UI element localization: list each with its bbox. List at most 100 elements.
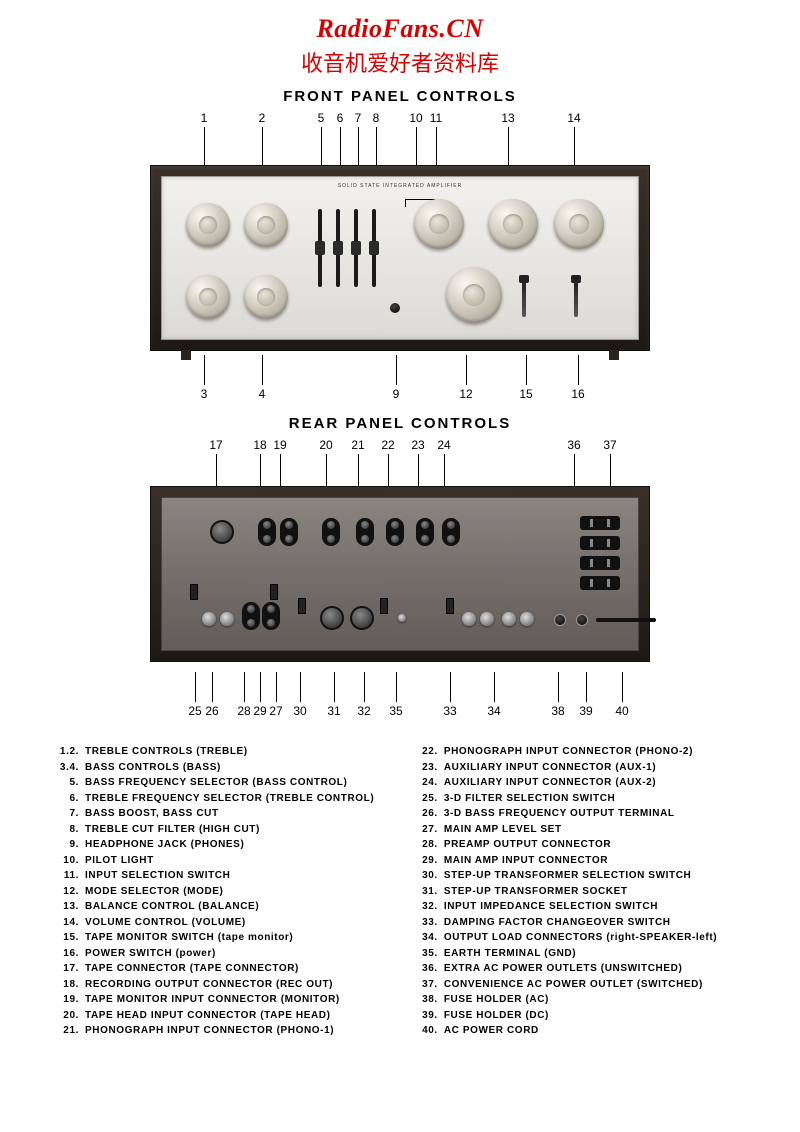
legend-row: 18.RECORDING OUTPUT CONNECTOR (REC OUT)	[55, 977, 386, 993]
leader-line	[526, 355, 527, 385]
legend-row: 25.3-D FILTER SELECTION SWITCH	[414, 791, 745, 807]
speaker-l1	[502, 612, 516, 626]
legend-text: POWER SWITCH (power)	[85, 946, 216, 962]
3d-bass-terminal-1	[202, 612, 216, 626]
balance-knob	[488, 199, 538, 249]
legend-num: 28.	[414, 837, 444, 853]
3d-filter-switch	[190, 584, 198, 600]
legend-row: 32.INPUT IMPEDANCE SELECTION SWITCH	[414, 899, 745, 915]
callout-num: 37	[603, 438, 616, 452]
legend-num: 36.	[414, 961, 444, 977]
rca-phono-2	[386, 518, 404, 546]
legend-text: STEP-UP TRANSFORMER SOCKET	[444, 884, 628, 900]
legend-row: 19.TAPE MONITOR INPUT CONNECTOR (MONITOR…	[55, 992, 386, 1008]
leader-line	[260, 672, 261, 702]
legend-num: 34.	[414, 930, 444, 946]
leader-line	[586, 672, 587, 702]
ac-outlet-2	[580, 536, 620, 550]
stepup-socket-1	[320, 606, 344, 630]
legend-row: 38.FUSE HOLDER (AC)	[414, 992, 745, 1008]
legend-text: FUSE HOLDER (AC)	[444, 992, 549, 1008]
legend-num: 13.	[55, 899, 85, 915]
leader-line	[364, 672, 365, 702]
rca-monitor	[280, 518, 298, 546]
rca-aux-2	[442, 518, 460, 546]
legend-text: MODE SELECTOR (MODE)	[85, 884, 223, 900]
legend-text: AUXILIARY INPUT CONNECTOR (AUX-1)	[444, 760, 656, 776]
legend: 1.2.TREBLE CONTROLS (TREBLE)3.4.BASS CON…	[55, 744, 745, 1039]
leader-line	[508, 127, 509, 165]
leader-line	[204, 127, 205, 165]
damping-switch	[446, 598, 454, 614]
legend-text: INPUT SELECTION SWITCH	[85, 868, 230, 884]
legend-row: 22.PHONOGRAPH INPUT CONNECTOR (PHONO-2)	[414, 744, 745, 760]
legend-num: 5.	[55, 775, 85, 791]
callout-num: 38	[551, 704, 564, 718]
headphone-jack	[390, 303, 400, 313]
callout-num: 40	[615, 704, 628, 718]
legend-num: 15.	[55, 930, 85, 946]
callout-num: 14	[567, 111, 580, 125]
speaker-l2	[520, 612, 534, 626]
legend-text: INPUT IMPEDANCE SELECTION SWITCH	[444, 899, 658, 915]
legend-row: 33.DAMPING FACTOR CHANGEOVER SWITCH	[414, 915, 745, 931]
leader-line	[358, 127, 359, 165]
legend-num: 25.	[414, 791, 444, 807]
stepup-socket-2	[350, 606, 374, 630]
bass-freq-slider	[318, 209, 322, 287]
callout-num: 24	[437, 438, 450, 452]
leader-line	[622, 672, 623, 702]
legend-row: 13.BALANCE CONTROL (BALANCE)	[55, 899, 386, 915]
callout-num: 29	[253, 704, 266, 718]
legend-num: 1.2.	[55, 744, 85, 760]
treble-freq-slider	[336, 209, 340, 287]
callout-num: 18	[253, 438, 266, 452]
rear-plate	[161, 497, 639, 651]
legend-num: 33.	[414, 915, 444, 931]
callout-num: 10	[409, 111, 422, 125]
legend-num: 22.	[414, 744, 444, 760]
legend-row: 3.4.BASS CONTROLS (BASS)	[55, 760, 386, 776]
legend-num: 23.	[414, 760, 444, 776]
front-faceplate: SOLID STATE INTEGRATED AMPLIFIER	[161, 176, 639, 340]
leader-line	[244, 672, 245, 702]
legend-text: PHONOGRAPH INPUT CONNECTOR (PHONO-2)	[444, 744, 693, 760]
leader-line	[195, 672, 196, 702]
stepup-switch	[298, 598, 306, 614]
legend-col-left: 1.2.TREBLE CONTROLS (TREBLE)3.4.BASS CON…	[55, 744, 386, 1039]
legend-num: 30.	[414, 868, 444, 884]
legend-num: 37.	[414, 977, 444, 993]
leader-line	[416, 127, 417, 165]
fuse-ac	[554, 614, 566, 626]
legend-text: BASS CONTROLS (BASS)	[85, 760, 221, 776]
rear-panel-heading: REAR PANEL CONTROLS	[0, 415, 800, 432]
front-panel-heading: FRONT PANEL CONTROLS	[0, 88, 800, 105]
legend-num: 32.	[414, 899, 444, 915]
leader-line	[212, 672, 213, 702]
legend-text: TREBLE FREQUENCY SELECTOR (TREBLE CONTRO…	[85, 791, 374, 807]
leader-line	[262, 355, 263, 385]
legend-row: 24.AUXILIARY INPUT CONNECTOR (AUX-2)	[414, 775, 745, 791]
legend-row: 39.FUSE HOLDER (DC)	[414, 1008, 745, 1024]
legend-text: BASS FREQUENCY SELECTOR (BASS CONTROL)	[85, 775, 347, 791]
callout-num: 35	[389, 704, 402, 718]
3d-bass-terminal-2	[220, 612, 234, 626]
legend-row: 10.PILOT LIGHT	[55, 853, 386, 869]
legend-row: 20.TAPE HEAD INPUT CONNECTOR (TAPE HEAD)	[55, 1008, 386, 1024]
treble-knob-2	[244, 203, 288, 247]
legend-text: PILOT LIGHT	[85, 853, 154, 869]
leader-line	[276, 672, 277, 702]
volume-knob	[554, 199, 604, 249]
legend-text: TREBLE CUT FILTER (HIGH CUT)	[85, 822, 260, 838]
callout-num: 27	[269, 704, 282, 718]
callout-num: 36	[567, 438, 580, 452]
callout-num: 4	[259, 387, 266, 401]
legend-num: 31.	[414, 884, 444, 900]
legend-text: FUSE HOLDER (DC)	[444, 1008, 549, 1024]
rca-tape-head	[322, 518, 340, 546]
legend-row: 31.STEP-UP TRANSFORMER SOCKET	[414, 884, 745, 900]
speaker-r2	[480, 612, 494, 626]
legend-text: PREAMP OUTPUT CONNECTOR	[444, 837, 611, 853]
legend-text: HEADPHONE JACK (PHONES)	[85, 837, 244, 853]
legend-row: 8.TREBLE CUT FILTER (HIGH CUT)	[55, 822, 386, 838]
